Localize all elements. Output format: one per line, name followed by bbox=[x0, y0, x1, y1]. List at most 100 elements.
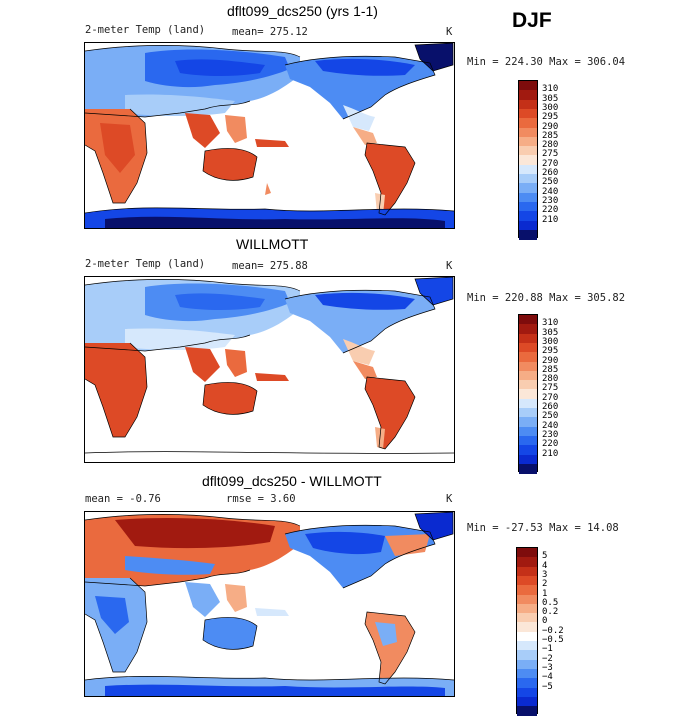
colorbar-swatch bbox=[517, 687, 537, 698]
colorbar-swatch bbox=[517, 631, 537, 642]
colorbar-tick-label: 0 bbox=[542, 616, 548, 627]
colorbar-swatch bbox=[517, 668, 537, 679]
colorbar-swatch bbox=[517, 575, 537, 586]
panel3-unit-label: K bbox=[446, 493, 453, 505]
colorbar-tick-label: 270 bbox=[542, 158, 559, 169]
panel1-unit-label: K bbox=[446, 26, 453, 38]
colorbar-swatch bbox=[519, 127, 537, 138]
colorbar-swatch bbox=[517, 613, 537, 623]
colorbar-swatch bbox=[519, 389, 537, 400]
season-label: DJF bbox=[512, 9, 552, 32]
colorbar-tick-label: 220 bbox=[542, 205, 559, 216]
colorbar-swatch bbox=[519, 398, 537, 409]
colorbar-swatch bbox=[519, 220, 537, 231]
panel3-coastlines bbox=[85, 512, 454, 685]
colorbar-tick-label: 250 bbox=[542, 177, 559, 188]
colorbar-tick-label: 230 bbox=[542, 429, 559, 440]
colorbar-tick-label: 305 bbox=[542, 93, 559, 104]
colorbar-swatch bbox=[517, 594, 537, 605]
colorbar-tick-label: 280 bbox=[542, 140, 559, 151]
colorbar-tick-label: 260 bbox=[542, 168, 559, 178]
colorbar-swatch bbox=[519, 361, 537, 372]
colorbar-swatch bbox=[517, 603, 537, 614]
colorbar-tick-label: −2 bbox=[542, 653, 553, 664]
panel3-land bbox=[85, 512, 454, 696]
colorbar-swatch bbox=[519, 146, 537, 156]
colorbar-swatch bbox=[519, 174, 537, 184]
colorbar-swatch bbox=[519, 136, 537, 147]
colorbar-tick-label: 210 bbox=[542, 214, 559, 225]
colorbar-tick-label: 310 bbox=[542, 84, 559, 95]
colorbar-swatch bbox=[517, 659, 537, 670]
colorbar-tick-label: 1 bbox=[542, 588, 548, 599]
colorbar-tick-label: 2 bbox=[542, 579, 548, 590]
colorbar-tick-label: 230 bbox=[542, 195, 559, 206]
colorbar-tick-label: 240 bbox=[542, 420, 559, 431]
colorbar-swatch bbox=[519, 155, 537, 166]
panel3-map-plot bbox=[85, 512, 454, 696]
colorbar-swatch bbox=[517, 650, 537, 661]
panel3-range-label: Min = -27.53 Max = 14.08 bbox=[467, 522, 619, 534]
panel2-land bbox=[85, 277, 454, 462]
panel1-map bbox=[84, 42, 455, 229]
colorbar-tick-label: 210 bbox=[542, 448, 559, 459]
panel1-range-label: Min = 224.30 Max = 306.04 bbox=[467, 56, 626, 68]
panel3-rmse-label: rmse = 3.60 bbox=[226, 493, 296, 505]
panel1-map-plot bbox=[85, 43, 454, 228]
colorbar-swatch bbox=[519, 435, 537, 446]
panel1-coastlines bbox=[85, 43, 454, 216]
colorbar-swatch bbox=[517, 622, 537, 633]
colorbar-tick-label: 290 bbox=[542, 121, 559, 132]
colorbar-tick-label: 270 bbox=[542, 392, 559, 403]
colorbar-swatch bbox=[519, 333, 537, 344]
colorbar-tick-label: 0.2 bbox=[542, 607, 559, 618]
panel2-variable-label: 2-meter Temp (land) bbox=[85, 258, 206, 270]
colorbar-swatch bbox=[519, 342, 537, 353]
colorbar-tick-label: 295 bbox=[542, 112, 559, 123]
panel3-mean-label: mean = -0.76 bbox=[85, 493, 161, 505]
panel2-mean-label: mean= 275.88 bbox=[232, 260, 308, 272]
panel2-map-plot bbox=[85, 277, 454, 462]
panel3-legend: 5 4 3 2 1 0.5 0.2 0 −0.2 −0.5 −1 −2 −3 −4 −5 bbox=[516, 547, 564, 716]
colorbar-tick-label: 295 bbox=[542, 346, 559, 357]
colorbar-tick-label: −3 bbox=[542, 662, 553, 673]
colorbar-tick-label: 275 bbox=[542, 383, 559, 394]
colorbar-swatch bbox=[519, 408, 537, 418]
colorbar-tick-label: 240 bbox=[542, 186, 559, 197]
colorbar-tick-label: 275 bbox=[542, 149, 559, 160]
colorbar-tick-label: −0.5 bbox=[542, 635, 564, 645]
colorbar-tick-label: 0.5 bbox=[542, 597, 559, 608]
colorbar-swatch bbox=[519, 99, 537, 110]
colorbar-swatch bbox=[519, 183, 537, 194]
colorbar-swatch bbox=[519, 201, 537, 212]
colorbar-tick-label: 300 bbox=[542, 102, 559, 113]
colorbar-swatch bbox=[519, 426, 537, 437]
colorbar-swatch bbox=[519, 118, 537, 128]
panel1-land bbox=[85, 43, 454, 228]
panel1-mean-label: mean= 275.12 bbox=[232, 26, 308, 38]
colorbar-swatch bbox=[519, 315, 537, 325]
panel2-legend: 310 305 300 295 290 285 280 275 270 260 250 240 230 2… bbox=[518, 314, 558, 474]
colorbar-tick-label: −5 bbox=[542, 681, 553, 692]
colorbar-tick-label: 285 bbox=[542, 130, 559, 141]
colorbar-swatch bbox=[519, 417, 537, 428]
panel2-title: WILLMOTT bbox=[236, 236, 309, 252]
colorbar-tick-label: 285 bbox=[542, 364, 559, 375]
colorbar-tick-label: 220 bbox=[542, 439, 559, 450]
colorbar-swatch bbox=[519, 445, 537, 455]
colorbar-tick-label: 250 bbox=[542, 411, 559, 422]
colorbar-swatch bbox=[519, 380, 537, 390]
panel1-variable-label: 2-meter Temp (land) bbox=[85, 24, 206, 36]
panel3-map bbox=[84, 511, 455, 697]
colorbar-swatch bbox=[519, 164, 537, 175]
colorbar-tick-label: 305 bbox=[542, 327, 559, 338]
colorbar-swatch bbox=[517, 557, 537, 568]
panel2-coastlines bbox=[85, 277, 454, 454]
panel1-title: dflt099_dcs250 (yrs 1-1) bbox=[227, 3, 378, 19]
colorbar-swatch bbox=[517, 585, 537, 595]
colorbar-swatch bbox=[519, 229, 537, 240]
colorbar-tick-label: 4 bbox=[542, 560, 548, 571]
colorbar-swatch bbox=[517, 678, 537, 688]
colorbar-swatch bbox=[517, 641, 537, 651]
colorbar-swatch bbox=[517, 706, 537, 716]
